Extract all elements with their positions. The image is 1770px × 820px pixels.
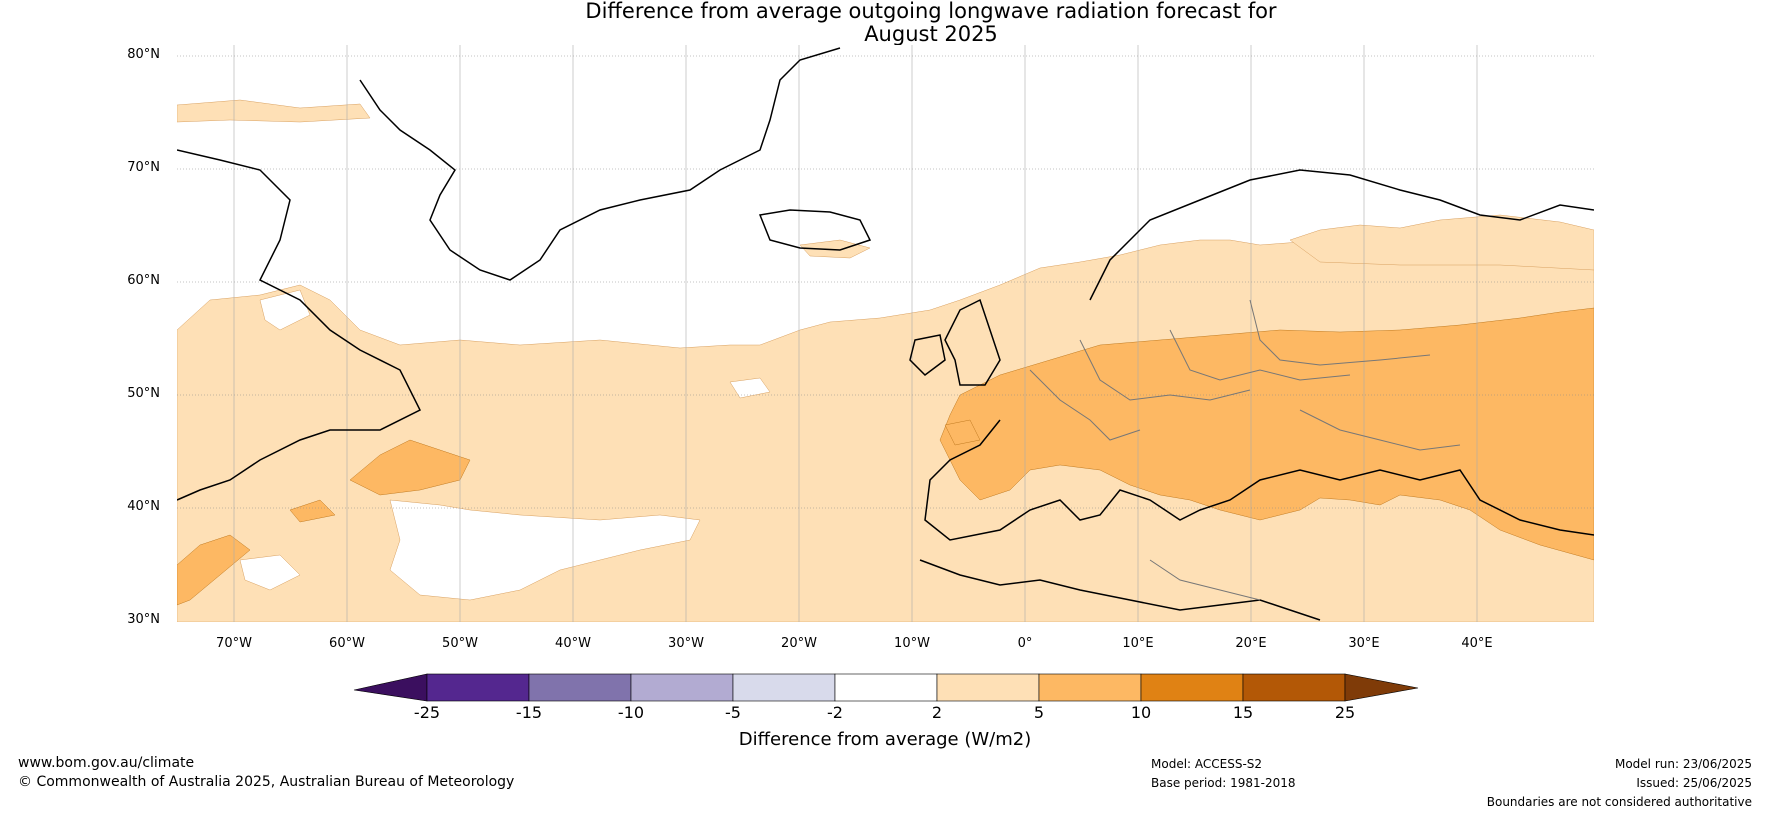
colorbar-tick-label: 2	[931, 703, 943, 722]
lon-label-70w: 70°W	[216, 636, 252, 651]
lon-label-10e: 10°E	[1122, 636, 1154, 651]
colorbar-tick-label: -10	[617, 703, 645, 722]
lon-label-60w: 60°W	[329, 636, 365, 651]
country-borders	[1029, 299, 1461, 601]
anomaly-region-medium-europe	[939, 307, 1594, 561]
colorbar-bin-7	[1038, 673, 1142, 702]
anomaly-hole-2	[389, 499, 701, 601]
footer-site-link[interactable]: www.bom.gov.au/climate	[18, 755, 195, 771]
colorbar-tick-label: 5	[1033, 703, 1045, 722]
colorbar-extend-high	[1344, 673, 1419, 702]
footer-copyright: © Commonwealth of Australia 2025, Austra…	[18, 774, 515, 790]
lon-label-0: 0°	[1017, 636, 1033, 651]
greenland-coast	[359, 47, 841, 281]
colorbar-tick-label: -5	[725, 703, 741, 722]
map-meridians	[233, 45, 1478, 622]
colorbar-bin-2	[528, 673, 632, 702]
europe-coast	[924, 419, 1594, 541]
iceland-coast	[758, 209, 872, 251]
colorbar-tick-label: 25	[1334, 703, 1356, 722]
anomaly-hole-3	[239, 554, 301, 591]
lon-label-10w: 10°W	[894, 636, 930, 651]
title-line-1: Difference from average outgoing longwav…	[585, 0, 1277, 23]
anomaly-region-medium-atlantic-3	[289, 499, 336, 523]
colorbar-tick-label: 10	[1130, 703, 1152, 722]
footer-disclaimer: Boundaries are not considered authoritat…	[1486, 795, 1752, 809]
colorbar-bin-5	[834, 673, 938, 702]
footer-model-run: Model run: 23/06/2025	[1614, 757, 1752, 771]
anomaly-region-medium-atlantic-1	[349, 439, 471, 496]
lat-label-60n: 60°N	[127, 273, 160, 288]
lon-label-20w: 20°W	[781, 636, 817, 651]
lon-label-40w: 40°W	[555, 636, 591, 651]
anomaly-region-medium-iberia	[944, 419, 981, 446]
ireland-coast	[909, 334, 946, 376]
anomaly-region-medium-atlantic-2	[177, 534, 251, 606]
colorbar-tick-label: 15	[1232, 703, 1254, 722]
colorbar-extend-low	[353, 673, 428, 702]
lon-label-30w: 30°W	[668, 636, 704, 651]
footer-model: Model: ACCESS-S2	[1151, 757, 1263, 771]
lon-label-50w: 50°W	[442, 636, 478, 651]
lat-label-80n: 80°N	[127, 47, 160, 62]
anomaly-hole-4	[259, 289, 311, 331]
lat-label-70n: 70°N	[127, 160, 160, 175]
scandinavia-coast	[1089, 169, 1594, 301]
africa-coast	[919, 559, 1321, 621]
colorbar-bin-3	[630, 673, 734, 702]
colorbar-bin-4	[732, 673, 836, 702]
lat-label-30n: 30°N	[127, 612, 160, 627]
colorbar-caption: Difference from average (W/m2)	[738, 729, 1032, 750]
title-line-2: August 2025	[864, 22, 998, 46]
map-field	[177, 45, 1594, 622]
colorbar-bin-8	[1140, 673, 1244, 702]
colorbar-bin-1	[426, 673, 530, 702]
anomaly-region-light-scandinavia	[1289, 214, 1594, 271]
lat-label-50n: 50°N	[127, 386, 160, 401]
uk-coast	[944, 298, 1001, 386]
anomaly-hole-1	[729, 377, 771, 399]
map-graticule	[177, 55, 1594, 509]
colorbar-tick-label: -2	[827, 703, 843, 722]
anomaly-region-light-arctic-strip	[177, 99, 371, 123]
colorbar-tick-label: -15	[515, 703, 543, 722]
coastlines	[177, 47, 1594, 621]
colorbar-bin-9	[1242, 673, 1346, 702]
lon-label-20e: 20°E	[1235, 636, 1267, 651]
colorbar-bin-6	[936, 673, 1040, 702]
canada-coast	[177, 149, 422, 501]
footer-issued: Issued: 25/06/2025	[1636, 776, 1752, 790]
lon-label-40e: 40°E	[1461, 636, 1493, 651]
lat-label-40n: 40°N	[127, 499, 160, 514]
lon-label-30e: 30°E	[1348, 636, 1380, 651]
map-title: Difference from average outgoing longwav…	[0, 0, 1770, 46]
colorbar-tick-label: -25	[413, 703, 441, 722]
footer-base-period: Base period: 1981-2018	[1151, 776, 1296, 790]
colorbar	[353, 673, 1419, 702]
